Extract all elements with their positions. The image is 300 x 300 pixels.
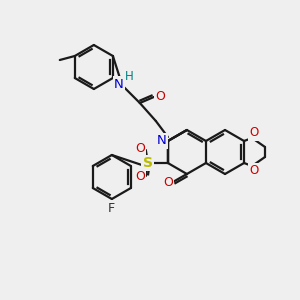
Text: H: H (124, 70, 133, 83)
Text: O: O (249, 127, 259, 140)
Text: O: O (163, 176, 173, 190)
Text: N: N (157, 134, 167, 148)
Text: H: H (124, 70, 133, 83)
Text: O: O (135, 142, 145, 155)
Text: O: O (249, 164, 259, 178)
Text: S: S (143, 156, 153, 170)
Text: O: O (155, 89, 165, 103)
Text: O: O (249, 127, 259, 140)
Text: O: O (163, 176, 173, 190)
Text: S: S (143, 156, 153, 170)
Text: O: O (249, 164, 259, 178)
Text: O: O (135, 170, 145, 184)
Text: F: F (107, 202, 114, 214)
Text: N: N (114, 77, 124, 91)
Text: O: O (135, 170, 145, 184)
Text: O: O (135, 142, 145, 155)
Text: F: F (107, 202, 114, 214)
Text: N: N (114, 77, 124, 91)
Text: O: O (155, 89, 165, 103)
Text: N: N (157, 134, 167, 148)
